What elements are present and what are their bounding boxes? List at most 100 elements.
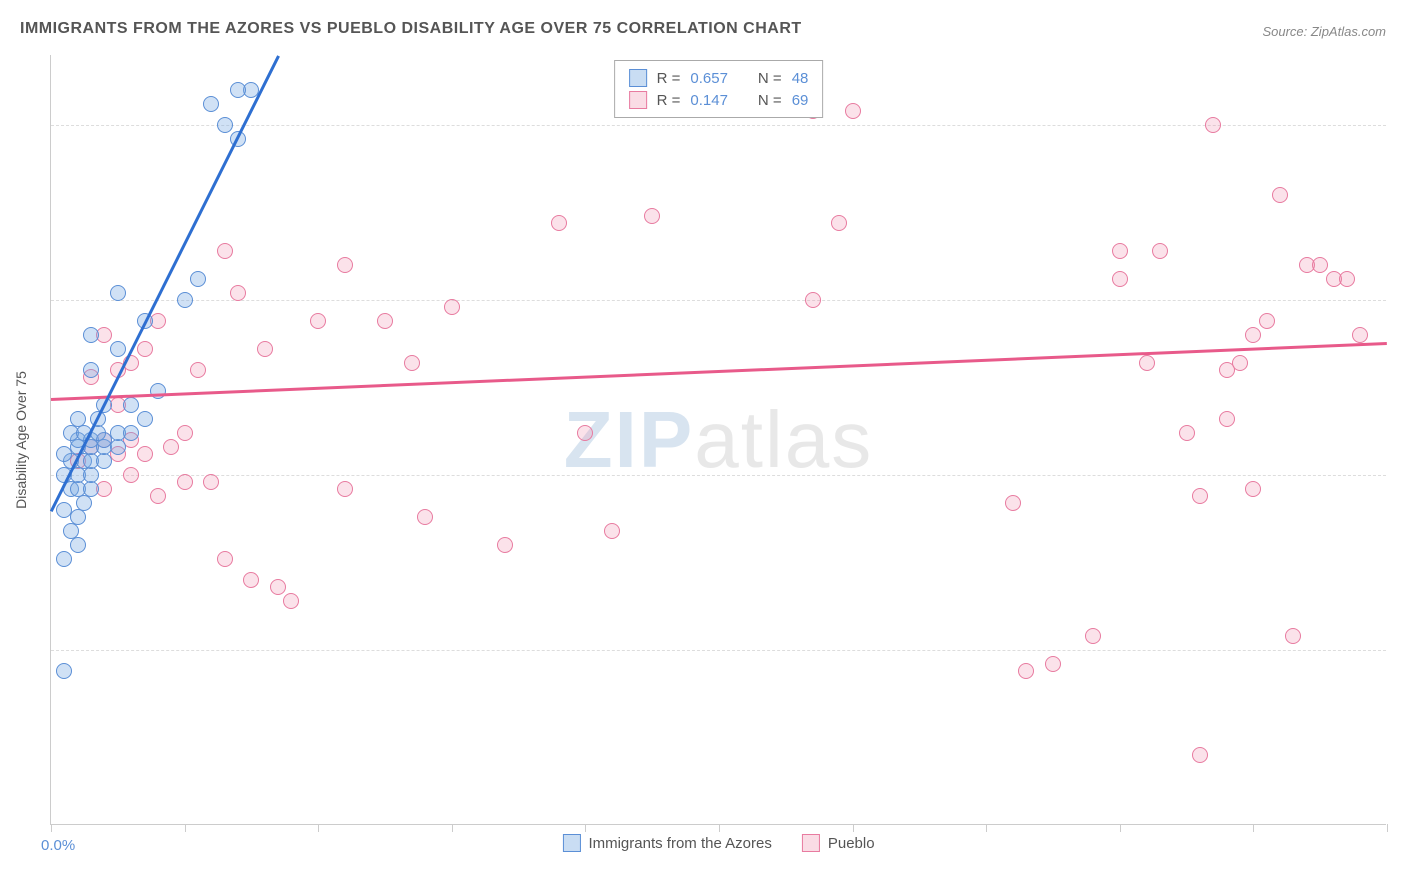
data-point bbox=[56, 502, 72, 518]
x-tick bbox=[1120, 824, 1121, 832]
legend-item-azores: Immigrants from the Azores bbox=[562, 834, 771, 852]
data-point bbox=[83, 481, 99, 497]
data-point bbox=[83, 362, 99, 378]
data-point bbox=[1245, 327, 1261, 343]
data-point bbox=[217, 243, 233, 259]
data-point bbox=[123, 397, 139, 413]
data-point bbox=[1045, 656, 1061, 672]
data-point bbox=[337, 481, 353, 497]
data-point bbox=[644, 208, 660, 224]
data-point bbox=[1259, 313, 1275, 329]
data-point bbox=[70, 411, 86, 427]
stats-row-pueblo: R = 0.147 N = 69 bbox=[629, 89, 809, 111]
data-point bbox=[1312, 257, 1328, 273]
stat-r-label: R = bbox=[657, 92, 681, 109]
data-point bbox=[56, 551, 72, 567]
data-point bbox=[270, 579, 286, 595]
swatch-azores-icon bbox=[629, 69, 647, 87]
data-point bbox=[243, 572, 259, 588]
data-point bbox=[1139, 355, 1155, 371]
data-point bbox=[551, 215, 567, 231]
data-point bbox=[497, 537, 513, 553]
data-point bbox=[1152, 243, 1168, 259]
data-point bbox=[604, 523, 620, 539]
data-point bbox=[177, 292, 193, 308]
data-point bbox=[1085, 628, 1101, 644]
gridline bbox=[51, 650, 1386, 651]
data-point bbox=[1245, 481, 1261, 497]
data-point bbox=[123, 425, 139, 441]
data-point bbox=[230, 82, 246, 98]
data-point bbox=[83, 467, 99, 483]
data-point bbox=[1352, 327, 1368, 343]
chart-container: ZIPatlas Disability Age Over 75 25.0%50.… bbox=[50, 55, 1386, 825]
x-tick bbox=[986, 824, 987, 832]
stat-r-value-pueblo: 0.147 bbox=[690, 92, 728, 109]
x-tick bbox=[719, 824, 720, 832]
stats-row-azores: R = 0.657 N = 48 bbox=[629, 67, 809, 89]
data-point bbox=[110, 285, 126, 301]
data-point bbox=[1018, 663, 1034, 679]
swatch-pueblo-icon bbox=[802, 834, 820, 852]
data-point bbox=[150, 488, 166, 504]
data-point bbox=[123, 467, 139, 483]
data-point bbox=[96, 453, 112, 469]
data-point bbox=[203, 474, 219, 490]
data-point bbox=[1205, 117, 1221, 133]
x-tick bbox=[318, 824, 319, 832]
legend: Immigrants from the Azores Pueblo bbox=[562, 834, 874, 852]
data-point bbox=[190, 271, 206, 287]
data-point bbox=[163, 439, 179, 455]
data-point bbox=[1219, 411, 1235, 427]
x-tick bbox=[1387, 824, 1388, 832]
data-point bbox=[1192, 488, 1208, 504]
xtick-label-min: 0.0% bbox=[41, 837, 75, 854]
x-tick bbox=[853, 824, 854, 832]
data-point bbox=[1339, 271, 1355, 287]
stat-n-label: N = bbox=[758, 92, 782, 109]
stat-n-value-azores: 48 bbox=[792, 70, 809, 87]
gridline bbox=[51, 125, 1386, 126]
swatch-pueblo-icon bbox=[629, 91, 647, 109]
data-point bbox=[76, 495, 92, 511]
gridline bbox=[51, 475, 1386, 476]
data-point bbox=[217, 117, 233, 133]
data-point bbox=[203, 96, 219, 112]
legend-label-azores: Immigrants from the Azores bbox=[588, 835, 771, 852]
data-point bbox=[283, 593, 299, 609]
data-point bbox=[1005, 495, 1021, 511]
stat-n-value-pueblo: 69 bbox=[792, 92, 809, 109]
legend-item-pueblo: Pueblo bbox=[802, 834, 875, 852]
data-point bbox=[1232, 355, 1248, 371]
data-point bbox=[110, 341, 126, 357]
data-point bbox=[310, 313, 326, 329]
data-point bbox=[1272, 187, 1288, 203]
data-point bbox=[137, 341, 153, 357]
gridline bbox=[51, 300, 1386, 301]
stat-n-label: N = bbox=[758, 70, 782, 87]
x-tick bbox=[1253, 824, 1254, 832]
data-point bbox=[230, 285, 246, 301]
data-point bbox=[217, 551, 233, 567]
data-point bbox=[63, 523, 79, 539]
data-point bbox=[83, 327, 99, 343]
data-point bbox=[845, 103, 861, 119]
source-attribution: Source: ZipAtlas.com bbox=[1262, 24, 1386, 39]
data-point bbox=[177, 474, 193, 490]
chart-title: IMMIGRANTS FROM THE AZORES VS PUEBLO DIS… bbox=[20, 20, 802, 38]
x-tick bbox=[585, 824, 586, 832]
legend-label-pueblo: Pueblo bbox=[828, 835, 875, 852]
data-point bbox=[177, 425, 193, 441]
data-point bbox=[190, 362, 206, 378]
watermark: ZIPatlas bbox=[564, 394, 873, 486]
data-point bbox=[137, 446, 153, 462]
data-point bbox=[1192, 747, 1208, 763]
x-tick bbox=[452, 824, 453, 832]
data-point bbox=[56, 663, 72, 679]
swatch-azores-icon bbox=[562, 834, 580, 852]
trend-line bbox=[51, 342, 1387, 401]
data-point bbox=[1112, 243, 1128, 259]
y-axis-label: Disability Age Over 75 bbox=[13, 371, 29, 509]
data-point bbox=[1179, 425, 1195, 441]
x-tick bbox=[51, 824, 52, 832]
